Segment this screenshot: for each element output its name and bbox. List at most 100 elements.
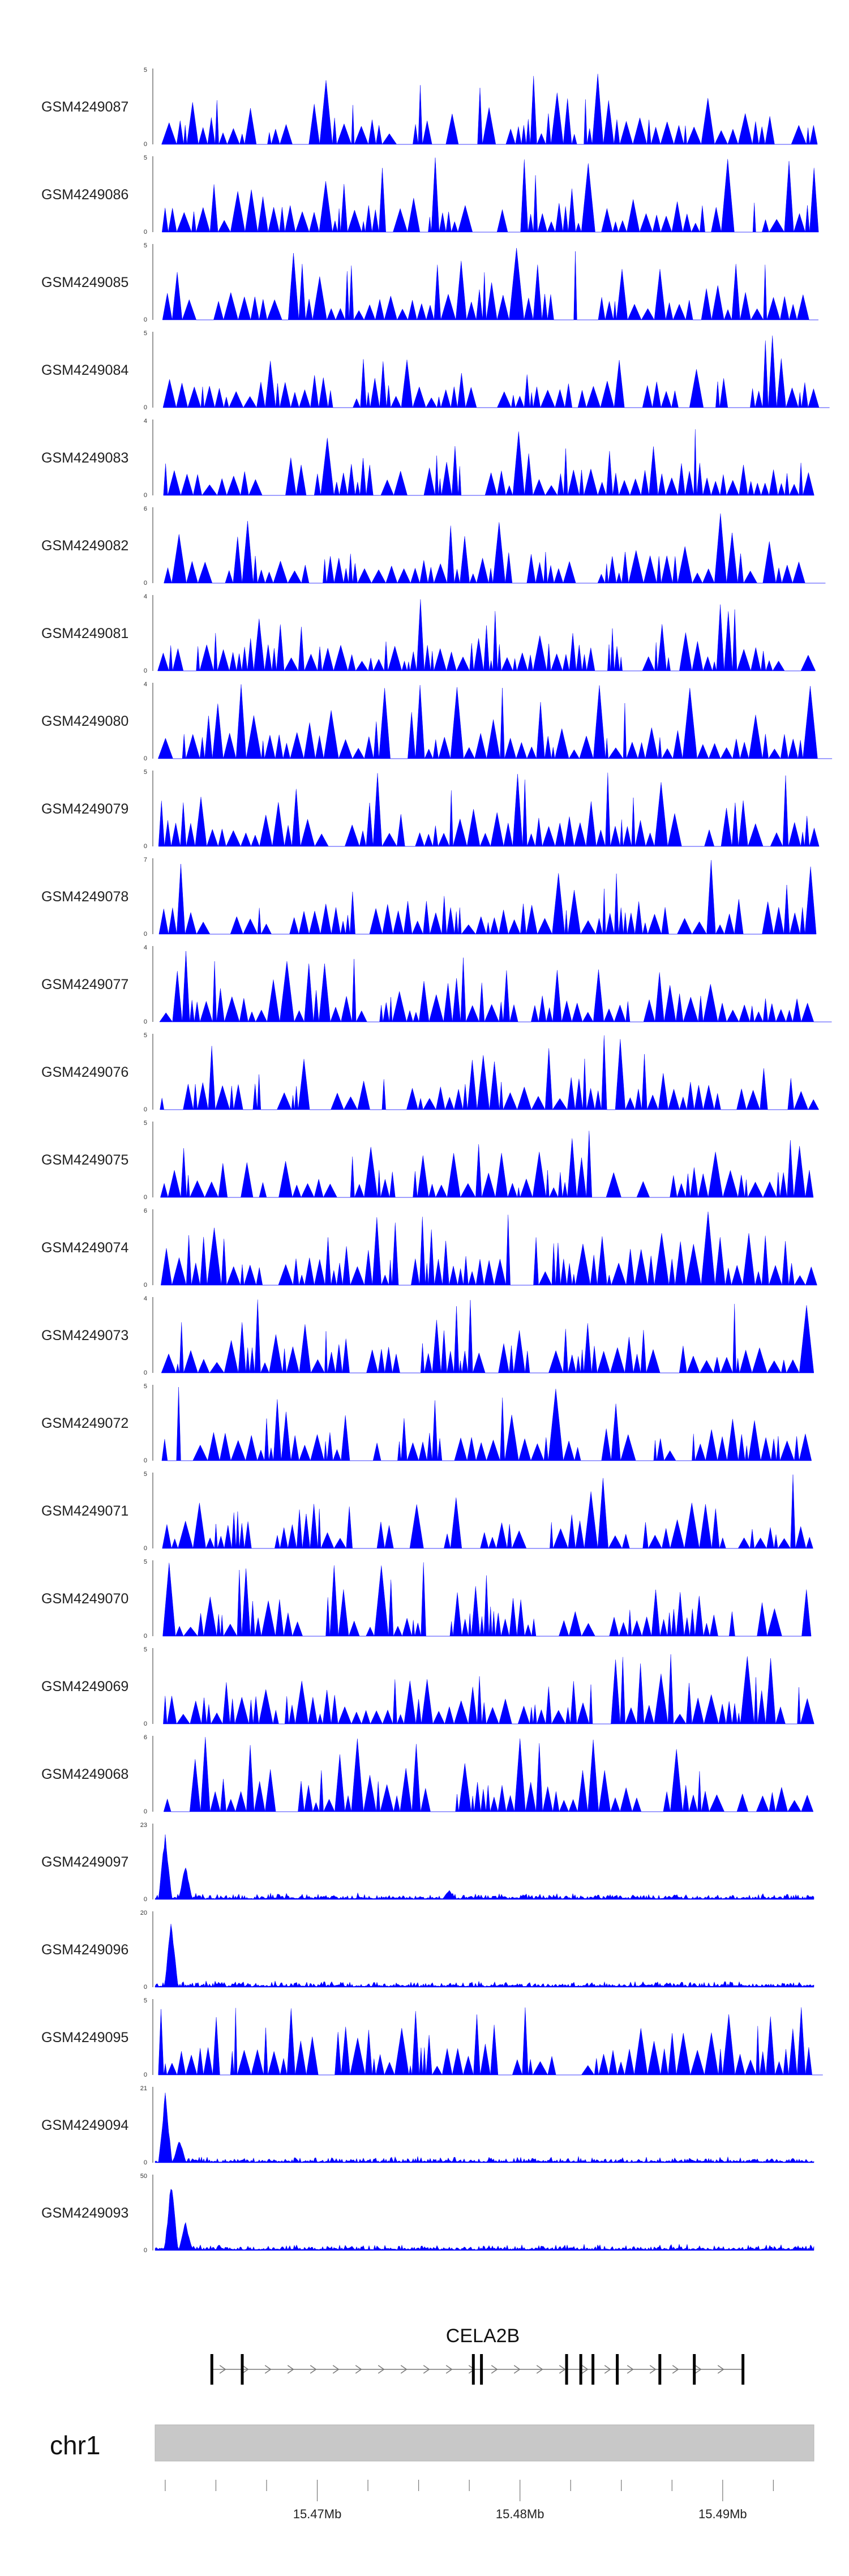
y-min-label: 0 bbox=[144, 1019, 147, 1025]
track-label: GSM4249077 bbox=[41, 977, 128, 992]
y-min-label: 0 bbox=[144, 2072, 147, 2078]
y-min-label: 0 bbox=[144, 1896, 147, 1903]
y-max-label: 20 bbox=[140, 1910, 147, 1916]
y-max-label: 5 bbox=[144, 1471, 147, 1478]
exon-mark bbox=[591, 2354, 595, 2385]
y-max-label: 5 bbox=[144, 1646, 147, 1653]
y-min-label: 0 bbox=[144, 1457, 147, 1464]
coverage-tracks: GSM424908750GSM424908650GSM424908550GSM4… bbox=[41, 67, 833, 2254]
y-max-label: 5 bbox=[144, 769, 147, 776]
y-min-label: 0 bbox=[144, 1721, 147, 1727]
track-label: GSM4249085 bbox=[41, 275, 128, 290]
coverage-area bbox=[159, 951, 832, 1022]
track-label: GSM4249097 bbox=[41, 1854, 128, 1870]
coverage-area bbox=[162, 157, 819, 233]
strand-arrow bbox=[400, 2365, 408, 2374]
y-max-label: 4 bbox=[144, 418, 147, 425]
track-label: GSM4249082 bbox=[41, 538, 128, 554]
coverage-area bbox=[160, 1131, 814, 1198]
x-tick-label: 15.47Mb bbox=[293, 2507, 342, 2521]
y-max-label: 5 bbox=[144, 1559, 147, 1565]
y-min-label: 0 bbox=[144, 667, 147, 674]
y-min-label: 0 bbox=[144, 1808, 147, 1815]
track-label: GSM4249095 bbox=[41, 2030, 128, 2046]
y-min-label: 0 bbox=[144, 1282, 147, 1289]
x-tick-label: 15.49Mb bbox=[698, 2507, 747, 2521]
coverage-track: GSM4249076 5 0 bbox=[41, 1032, 820, 1113]
coverage-area bbox=[161, 1212, 817, 1286]
chromosome-band bbox=[155, 2424, 814, 2462]
coverage-track: GSM4249078 7 0 bbox=[41, 857, 817, 938]
coverage-track: GSM4249084 5 0 bbox=[41, 330, 830, 411]
strand-arrow bbox=[355, 2365, 362, 2374]
coverage-area bbox=[155, 2188, 814, 2251]
coverage-track: GSM4249094 21 0 bbox=[41, 2085, 814, 2166]
coverage-area bbox=[160, 1035, 820, 1110]
track-label: GSM4249070 bbox=[41, 1591, 128, 1607]
exon-mark bbox=[658, 2354, 662, 2385]
coverage-track: GSM4249080 4 0 bbox=[41, 681, 833, 762]
track-label: GSM4249094 bbox=[41, 2117, 128, 2133]
y-min-label: 0 bbox=[144, 1545, 147, 1552]
y-min-label: 0 bbox=[144, 229, 147, 236]
coverage-track: GSM4249085 5 0 bbox=[41, 242, 818, 323]
coverage-area bbox=[164, 513, 826, 584]
track-label: GSM4249074 bbox=[41, 1240, 128, 1256]
strand-arrow bbox=[694, 2365, 702, 2374]
track-label: GSM4249073 bbox=[41, 1328, 128, 1343]
exon-mark bbox=[471, 2354, 475, 2385]
track-label: GSM4249093 bbox=[41, 2205, 128, 2221]
coverage-track: GSM4249086 5 0 bbox=[41, 155, 819, 236]
y-min-label: 0 bbox=[144, 2247, 147, 2254]
y-max-label: 5 bbox=[144, 155, 147, 161]
coverage-area bbox=[155, 2093, 814, 2163]
track-label: GSM4249069 bbox=[41, 1679, 128, 1694]
y-max-label: 23 bbox=[140, 1822, 147, 1829]
coverage-track: GSM4249068 6 0 bbox=[41, 1734, 814, 1815]
coverage-track: GSM4249097 23 0 bbox=[41, 1822, 814, 1903]
y-max-label: 5 bbox=[144, 1997, 147, 2004]
y-min-label: 0 bbox=[144, 492, 147, 499]
strand-arrow bbox=[242, 2365, 249, 2374]
strand-arrow bbox=[332, 2365, 340, 2374]
y-min-label: 0 bbox=[144, 755, 147, 762]
track-label: GSM4249079 bbox=[41, 801, 128, 817]
coverage-area bbox=[163, 429, 814, 496]
gene-model: CELA2B bbox=[210, 2325, 745, 2385]
coverage-track: GSM4249070 5 0 bbox=[41, 1559, 812, 1640]
exon-mark bbox=[241, 2354, 244, 2385]
track-label: GSM4249086 bbox=[41, 187, 128, 203]
track-label: GSM4249072 bbox=[41, 1415, 128, 1431]
strand-arrow bbox=[672, 2365, 679, 2374]
coverage-track: GSM4249072 5 0 bbox=[41, 1383, 812, 1464]
strand-arrow bbox=[604, 2365, 611, 2374]
track-label: GSM4249087 bbox=[41, 99, 128, 115]
y-max-label: 4 bbox=[144, 681, 147, 688]
strand-arrow bbox=[219, 2365, 226, 2374]
coverage-track: GSM4249075 5 0 bbox=[41, 1120, 814, 1201]
coverage-area bbox=[158, 2007, 823, 2076]
y-min-label: 0 bbox=[144, 1984, 147, 1991]
track-label: GSM4249083 bbox=[41, 450, 128, 466]
y-min-label: 0 bbox=[144, 141, 147, 148]
strand-arrow bbox=[310, 2365, 317, 2374]
y-max-label: 6 bbox=[144, 506, 147, 512]
coverage-track: GSM4249083 4 0 bbox=[41, 418, 814, 499]
track-label: GSM4249080 bbox=[41, 713, 128, 729]
coverage-area bbox=[155, 1924, 814, 1988]
coverage-area bbox=[157, 684, 833, 759]
y-min-label: 0 bbox=[144, 1370, 147, 1376]
coverage-track: GSM4249087 5 0 bbox=[41, 67, 818, 148]
exon-mark bbox=[579, 2354, 582, 2385]
coverage-area bbox=[161, 1387, 812, 1461]
strand-arrow bbox=[445, 2365, 453, 2374]
coverage-area bbox=[161, 74, 818, 145]
y-max-label: 5 bbox=[144, 1120, 147, 1127]
y-max-label: 5 bbox=[144, 1032, 147, 1039]
coverage-track: GSM4249077 4 0 bbox=[41, 944, 832, 1025]
strand-arrow bbox=[581, 2365, 589, 2374]
chromosome-axis: chr1 15.47Mb 15.48Mb 15.49Mb bbox=[50, 2424, 814, 2521]
y-max-label: 5 bbox=[144, 242, 147, 249]
y-max-label: 5 bbox=[144, 1383, 147, 1390]
coverage-area bbox=[161, 1299, 814, 1373]
